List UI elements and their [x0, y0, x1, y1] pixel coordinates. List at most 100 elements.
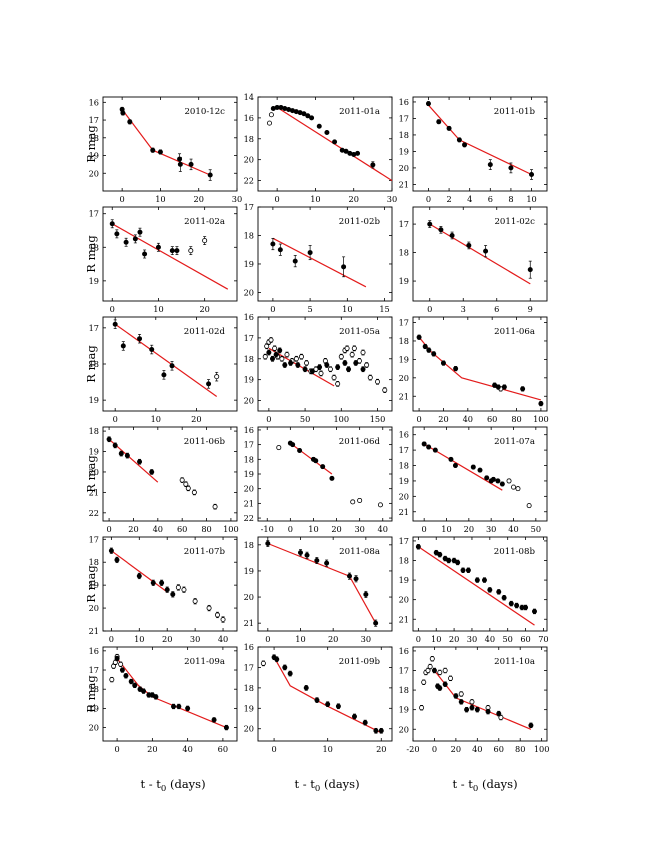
data-point-filled	[287, 671, 293, 677]
panel-label: 2011-06d	[339, 437, 381, 447]
panel-2011-02b: 0 5 10 15 17 18 19 20 2011-02b	[244, 202, 393, 314]
fit-line	[111, 223, 229, 290]
data-point-filled	[137, 459, 143, 465]
xlabel-suffix: (days)	[320, 777, 359, 791]
data-point-filled	[416, 334, 422, 340]
data-point-filled	[269, 356, 275, 362]
x-tick-label: 10	[431, 634, 441, 644]
ylabel-row-1: R mag	[84, 125, 98, 163]
plot-frame	[257, 316, 393, 412]
plot-frame	[102, 646, 238, 742]
data-point-filled	[487, 587, 493, 593]
data-point-filled	[141, 688, 147, 694]
data-point-filled	[136, 573, 142, 579]
y-tick-label: 16	[244, 425, 254, 435]
y-tick-label: 17	[399, 318, 409, 328]
data-point-open	[322, 358, 328, 364]
x-tick-label: 0	[265, 634, 270, 644]
data-point-filled	[324, 130, 330, 136]
x-tick-label: 100	[534, 744, 550, 754]
x-tick-label: 40	[218, 634, 228, 644]
data-point-filled	[346, 366, 352, 372]
x-tick-label: 10	[151, 414, 161, 424]
plot-frame	[412, 536, 548, 632]
data-point-open	[458, 691, 464, 697]
data-point-filled	[373, 620, 379, 626]
data-point-filled	[309, 115, 315, 121]
y-tick-label: 14	[244, 92, 254, 102]
x-tick-label: 0	[114, 744, 119, 754]
x-tick-label: 50	[502, 634, 512, 644]
data-point-filled	[474, 577, 480, 583]
y-tick-label: 18	[89, 557, 99, 567]
y-tick-label: 21	[399, 391, 409, 401]
fit-line	[121, 109, 211, 176]
x-tick-label: 50	[300, 414, 310, 424]
x-tick-label: 60	[177, 524, 187, 534]
data-point-filled	[303, 685, 309, 691]
x-tick-label: 0	[432, 744, 437, 754]
xlabel-prefix: t - t	[452, 777, 473, 791]
panel-2011-02c: 0 3 6 9 17 18 19 2011-02c	[399, 206, 548, 314]
panel-2010-12c: 0 10 20 30 16 17 18 19 20 2010-12c	[89, 96, 242, 204]
ylabel-row-6: R mag	[84, 675, 98, 713]
data-point-filled	[431, 351, 437, 357]
data-point-filled	[442, 681, 448, 687]
y-tick-label: 20	[244, 484, 254, 494]
data-point-open	[335, 381, 341, 387]
x-tick-label: 40	[472, 744, 482, 754]
data-point-open	[272, 345, 278, 351]
data-point-filled	[132, 236, 138, 242]
data-point-open	[185, 485, 191, 491]
data-point-filled	[211, 717, 217, 723]
data-point-filled	[527, 267, 533, 273]
y-tick-label: 19	[89, 276, 99, 286]
x-tick-label: 0	[416, 634, 421, 644]
data-point-filled	[132, 682, 138, 688]
x-tick-label: 40	[182, 744, 192, 754]
data-point-filled	[440, 360, 446, 366]
x-tick-label: 0	[113, 414, 118, 424]
x-tick-label: 20	[438, 414, 448, 424]
data-point-filled	[314, 558, 320, 564]
plot-frame	[412, 316, 548, 412]
fit-line	[273, 656, 382, 734]
data-point-filled	[174, 248, 180, 254]
data-point-filled	[335, 703, 341, 709]
data-point-filled	[108, 548, 114, 554]
data-point-filled	[514, 603, 520, 609]
y-tick-label: 17	[89, 665, 99, 675]
data-point-open	[268, 337, 274, 343]
data-point-filled	[273, 352, 279, 358]
panel-label: 2011-02d	[184, 327, 226, 337]
y-tick-label: 21	[399, 507, 409, 517]
x-tick-label: 20	[328, 634, 338, 644]
y-tick-label: 18	[244, 540, 254, 550]
data-point-filled	[523, 605, 529, 611]
x-tick-label: 40	[463, 414, 473, 424]
x-tick-label: 30	[190, 634, 200, 644]
data-point-filled	[495, 384, 501, 390]
x-tick-label: 10	[322, 744, 332, 754]
plot-frame	[102, 96, 238, 192]
data-point-open	[188, 248, 194, 254]
data-point-filled	[302, 366, 308, 372]
data-point-open	[350, 499, 356, 505]
data-point-filled	[470, 464, 476, 470]
data-point-filled	[469, 705, 475, 711]
panel-2011-06d: -10 0 10 20 30 40 16 17 18 19 20 21 22 2011-06d	[244, 425, 393, 534]
y-tick-label: 17	[244, 440, 254, 450]
x-tick-label: 0	[427, 304, 432, 314]
y-tick-label: 17	[399, 666, 409, 676]
data-point-filled	[342, 360, 348, 366]
data-point-filled	[314, 697, 320, 703]
x-tick-label: 3	[461, 304, 466, 314]
y-tick-label: 20	[244, 592, 254, 602]
x-tick-label: 0	[426, 194, 431, 204]
data-point-open	[284, 352, 290, 358]
data-point-filled	[437, 685, 443, 691]
x-tick-label: 150	[370, 414, 386, 424]
data-point-filled	[362, 720, 368, 726]
data-point-filled	[176, 703, 182, 709]
y-tick-label: 18	[399, 336, 409, 346]
